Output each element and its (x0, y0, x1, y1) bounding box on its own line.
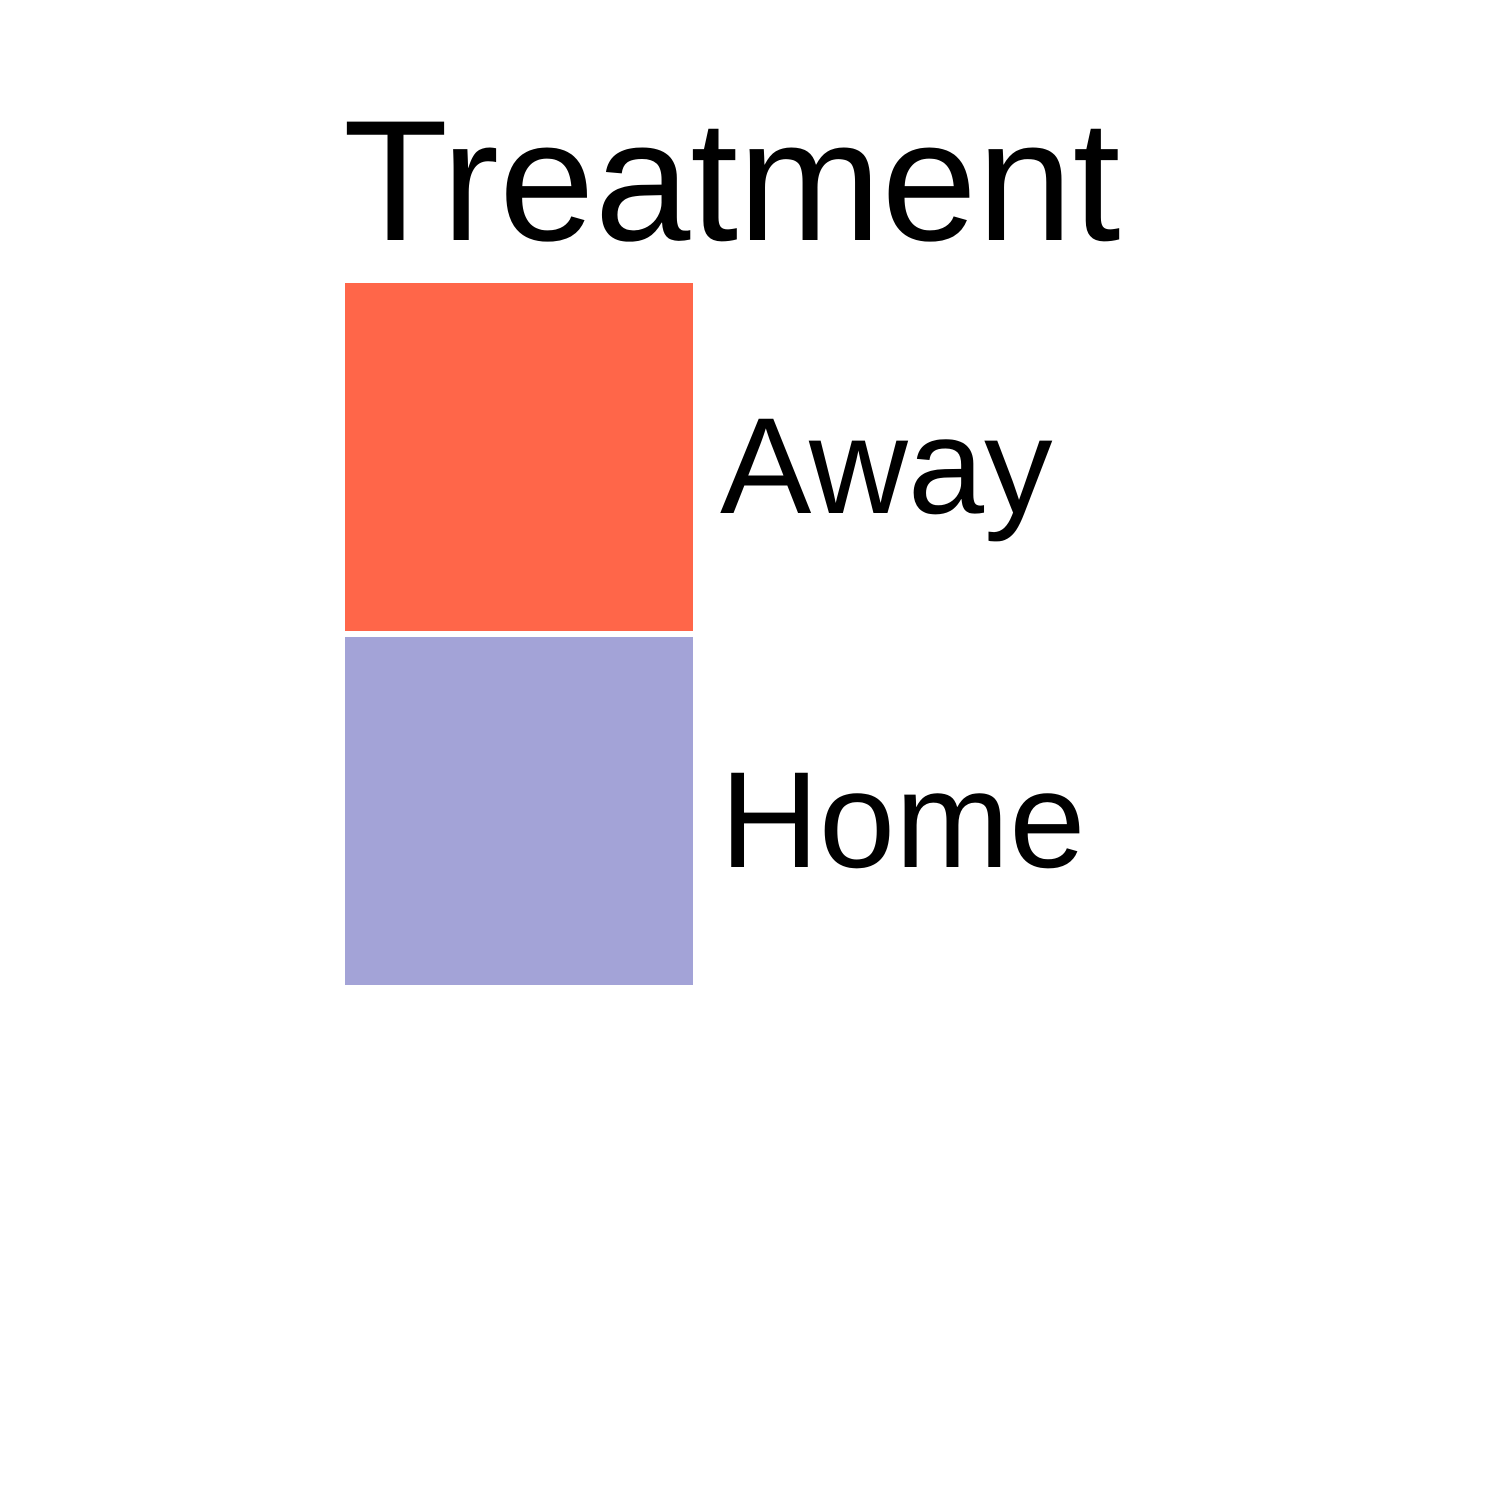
legend-label-home: Home (720, 744, 1086, 897)
legend-title: Treatment (343, 85, 1121, 277)
legend-label-away: Away (720, 390, 1053, 543)
legend-key-away (345, 283, 693, 631)
legend-key-home (345, 637, 693, 985)
